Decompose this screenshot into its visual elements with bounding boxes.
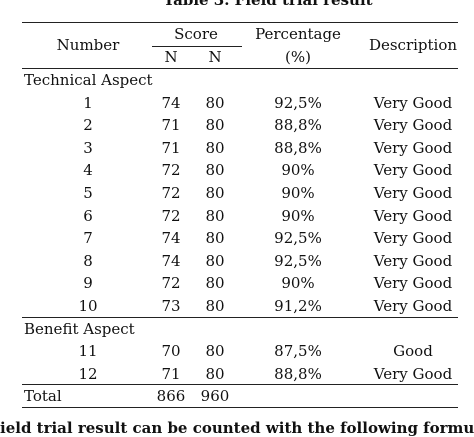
description: Very Good	[373, 161, 453, 180]
header-score: Score	[174, 25, 218, 43]
row-number: 5	[83, 184, 93, 202]
row-number: 8	[83, 251, 93, 270]
score-n: 80	[205, 297, 225, 315]
description: Very Good	[373, 206, 453, 225]
row-number: 2	[83, 116, 93, 135]
score-n: 74	[161, 229, 181, 248]
header-number: Number	[56, 36, 120, 54]
header-rule	[22, 68, 458, 69]
score-n: 71	[161, 138, 181, 157]
score-n: 80	[205, 251, 225, 270]
score-n: 72	[161, 206, 181, 225]
percentage: 90%	[281, 184, 315, 202]
percentage: 90%	[281, 206, 315, 225]
percentage: 88,8%	[274, 138, 322, 157]
total-label: Total	[24, 387, 62, 406]
score-rule	[152, 46, 242, 47]
section-label: Technical Aspect	[24, 71, 153, 89]
score-n: 74	[161, 93, 181, 112]
header-n: N	[164, 48, 178, 66]
header-n: N	[208, 48, 222, 66]
percentage: 91,2%	[274, 297, 322, 315]
row-number: 12	[78, 364, 98, 383]
section-label: Benefit Aspect	[24, 319, 135, 338]
footer-text: ield trial result can be counted with th…	[0, 419, 474, 437]
percentage: 87,5%	[274, 342, 322, 361]
description: Very Good	[373, 297, 453, 315]
score-n: 80	[205, 161, 225, 180]
score-n: 71	[161, 364, 181, 383]
description: Good	[393, 342, 433, 361]
percentage: 88,8%	[274, 116, 322, 135]
score-n: 80	[205, 364, 225, 383]
top-rule	[22, 22, 458, 23]
score-n: 74	[161, 251, 181, 270]
score-n: 80	[205, 93, 225, 112]
score-n: 72	[161, 161, 181, 180]
score-n: 80	[205, 138, 225, 157]
bottom-rule	[22, 407, 458, 408]
score-n: 72	[161, 274, 181, 293]
percentage: 92,5%	[274, 251, 322, 270]
total-value: 960	[200, 387, 230, 406]
score-n: 72	[161, 184, 181, 202]
score-n: 80	[205, 206, 225, 225]
description: Very Good	[373, 229, 453, 248]
total-value: 866	[156, 387, 186, 406]
percentage: 90%	[281, 161, 315, 180]
description: Very Good	[373, 138, 453, 157]
percentage: 90%	[281, 274, 315, 293]
header-percentage: Percentage	[255, 25, 341, 43]
score-n: 80	[205, 116, 225, 135]
row-number: 4	[83, 161, 93, 180]
row-number: 6	[83, 206, 93, 225]
row-number: 7	[83, 229, 93, 248]
row-number: 3	[83, 138, 93, 157]
description: Very Good	[373, 116, 453, 135]
score-n: 80	[205, 342, 225, 361]
description: Very Good	[373, 93, 453, 112]
row-number: 9	[83, 274, 93, 293]
score-n: 80	[205, 274, 225, 293]
section-rule	[22, 317, 458, 318]
score-n: 73	[161, 297, 181, 315]
percentage: 92,5%	[274, 93, 322, 112]
total-rule	[22, 384, 458, 385]
description: Very Good	[373, 364, 453, 383]
percentage: 88,8%	[274, 364, 322, 383]
row-number: 10	[78, 297, 98, 315]
score-n: 80	[205, 229, 225, 248]
header-percent-unit: (%)	[285, 48, 311, 66]
table-title: Table 3. Field trial result	[163, 0, 373, 9]
score-n: 80	[205, 184, 225, 202]
description: Very Good	[373, 274, 453, 293]
description: Very Good	[373, 184, 453, 202]
score-n: 71	[161, 116, 181, 135]
row-number: 1	[83, 93, 93, 112]
row-number: 11	[78, 342, 98, 361]
percentage: 92,5%	[274, 229, 322, 248]
description: Very Good	[373, 251, 453, 270]
header-description: Description	[368, 36, 458, 54]
score-n: 70	[161, 342, 181, 361]
